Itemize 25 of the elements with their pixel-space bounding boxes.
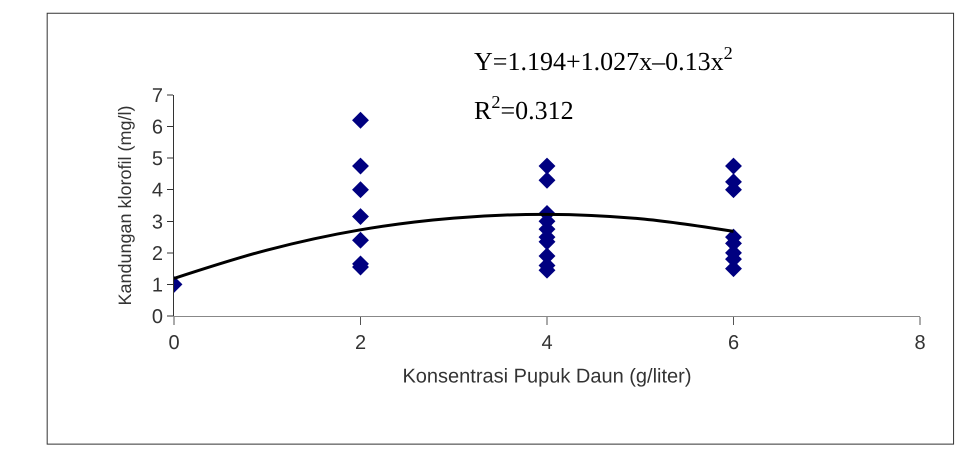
annotation: R$^{2}$=0.312 — [474, 92, 574, 125]
x-tick-label: 0 — [168, 332, 180, 354]
y-tick-label: 2 — [152, 242, 163, 265]
y-tick-label: 7 — [152, 85, 163, 107]
x-tick-label: 2 — [354, 332, 366, 354]
point — [352, 181, 369, 198]
point — [352, 158, 369, 174]
point — [538, 158, 556, 174]
y-tick-label: 3 — [152, 211, 163, 234]
y-tick-label: 5 — [152, 148, 163, 170]
point — [538, 172, 556, 189]
y-tick-label: 1 — [152, 274, 163, 296]
point — [725, 158, 742, 174]
point — [352, 208, 369, 225]
x-axis-title: Konsentrasi Pupuk Daun (g/liter) — [402, 366, 692, 388]
point — [352, 232, 369, 249]
y-axis-title: Kandungan klorofil (mg/l) — [115, 105, 136, 306]
x-tick-label: 4 — [541, 332, 553, 354]
y-tick-label: 0 — [152, 306, 163, 328]
x-tick-label: 8 — [914, 332, 926, 354]
y-tick-label: 4 — [152, 180, 163, 202]
y-tick-label: 6 — [152, 116, 163, 139]
point — [352, 112, 369, 129]
x-tick-label: 6 — [728, 332, 740, 354]
text: Y=1.194+1.027x–0.13x$^{2}$ — [474, 43, 733, 76]
